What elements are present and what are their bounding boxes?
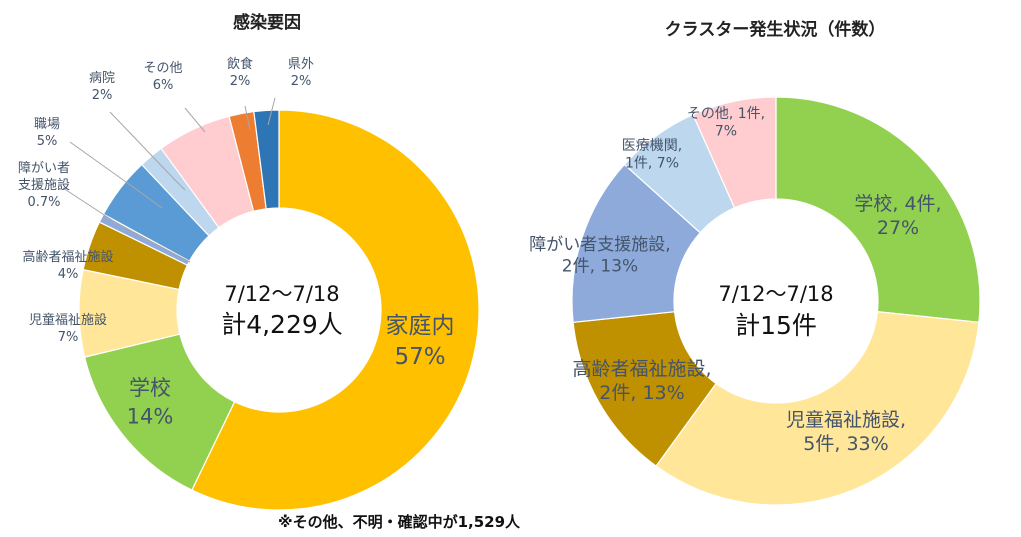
chart1-slices [78,109,480,511]
label-1-飲食: 飲食 2% [227,56,253,89]
leader-line [62,187,191,263]
chart2-center-total: 計15件 [735,311,817,340]
slice-2-その他 [692,96,777,209]
label-2-学校: 学校, 4件, 27% [854,193,941,239]
chart1-footnote: ※その他、不明・確認中が1,529人 [278,513,521,531]
chart2-labels: 学校, 4件, 27% 児童福祉施設, 5件, 33% 高齢者福祉施設, 2件, 13% 障… [529,106,941,455]
leader-line [267,97,276,126]
chart1-title: 感染要因 [233,12,301,33]
label-1-高齢者福祉施設: 高齢者福祉施設 4% [22,249,113,282]
slice-1-家庭内 [191,109,480,511]
label-2-高齢者福祉施設: 高齢者福祉施設, 2件, 13% [572,358,711,404]
label-1-児童福祉施設: 児童福祉施設 7% [29,312,107,345]
label-1-その他: その他 6% [143,61,182,93]
infection-factors-chart: 感染要因 家庭内 57% 学校 14% 児童福祉施設 7% 高齢者福祉施設 4% 障がい者支援施… [18,12,521,531]
label-1-病院: 病院 2% [89,71,115,103]
chart1-leader-lines [62,97,276,263]
chart1-labels: 家庭内 57% 学校 14% 児童福祉施設 7% 高齢者福祉施設 4% 障がい者支援施設 0.7%… [18,56,455,428]
label-1-学校: 学校 14% [127,376,174,428]
leader-line [109,111,186,191]
slice-2-学校 [775,96,981,323]
chart1-center-total: 計4,229人 [221,310,343,339]
slice-2-児童福祉施設 [655,311,980,506]
leader-line [184,107,206,133]
label-2-児童福祉施設: 児童福祉施設, 5件, 33% [786,409,906,455]
cluster-status-chart: クラスター発生状況（件数） 学校, 4件, 27% 児童福祉施設, 5件, 33% 高齢… [529,19,981,506]
slice-1-県外 [253,109,280,210]
chart2-slices [571,96,981,506]
label-2-医療機関: 医療機関, 1件, 7% [622,137,682,172]
chart1-center-date: 7/12〜7/18 [224,282,339,306]
label-1-県外: 県外 2% [288,57,314,89]
label-2-障がい者支援施設: 障がい者支援施設, 2件, 13% [529,235,670,276]
chart2-title: クラスター発生状況（件数） [665,19,886,40]
label-1-家庭内: 家庭内 57% [386,313,455,370]
label-2-その他: その他, 1件, 7% [687,106,765,140]
chart2-center-date: 7/12〜7/18 [718,282,833,306]
leader-line [69,141,163,209]
label-1-職場: 職場 5% [34,117,60,149]
leader-line [244,105,251,131]
label-1-障がい者支援施設: 障がい者支援施設 0.7% [18,161,70,210]
